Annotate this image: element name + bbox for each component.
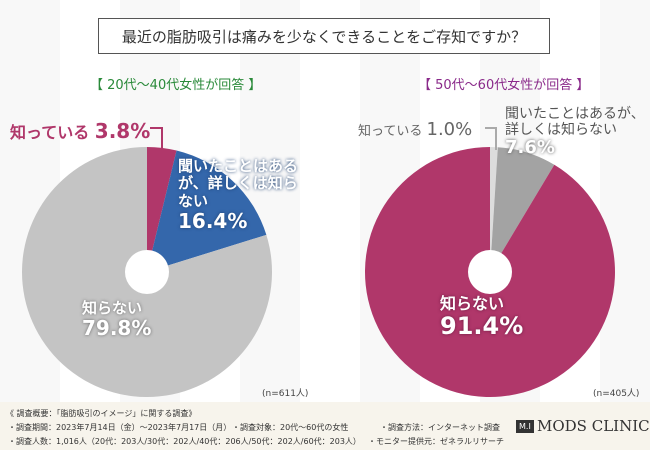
right-chart-title: 【 50代～60代女性が回答 】 [418,78,590,93]
right-label-know: 知っている 1.0% [358,119,473,140]
pie0-slice-0 [147,147,177,272]
leader-line-0 [150,127,163,150]
pie1-center-hole [468,250,512,294]
pie0-center-hole [125,250,169,294]
right-n: (n=405人) [593,389,640,399]
logo-text: MODS CLINIC [537,417,650,435]
right-label-heard: 聞いたことはあるが、詳しくは知らない 7.6% [505,106,645,159]
logo-mark: M.I [516,420,534,433]
page-title: 最近の脂肪吸引は痛みを少なくできることをご存知ですか？ [98,18,550,54]
left-n: (n=611人) [262,389,309,399]
pie1-slice-1 [490,147,555,272]
footer-period: ・調査期間：2023年7月14日（金）～2023年7月17日（月） [8,423,232,432]
footer-count: ・調査人数：1,016人（20代：203人/30代：202人/40代：206人/… [8,437,361,446]
left-chart-title: 【 20代～40代女性が回答 】 [90,78,262,93]
leader-line-1 [485,127,497,150]
left-label-know: 知っている 3.8% [10,119,151,143]
footer-method: ・調査方法：インターネット調査 [380,423,500,432]
footer-target: ・調査対象：20代～60代の女性 [232,423,349,432]
right-label-dontknow: 知らない 91.4% [440,294,524,341]
left-label-heard: 聞いたことはあるが、詳しくは知らない 16.4% [178,157,299,233]
pie0-slice-1 [147,150,267,272]
pie1-slice-0 [490,147,498,272]
footer-heading: 《 調査概要：「脂肪吸引のイメージ」に関する調査》 [6,409,197,418]
footer-provider: ・モニター提供元：ゼネラルリサーチ [368,437,504,446]
left-label-dontknow: 知らない 79.8% [82,299,152,341]
survey-footer: 《 調査概要：「脂肪吸引のイメージ」に関する調査》 ・調査期間：2023年7月1… [0,402,650,450]
